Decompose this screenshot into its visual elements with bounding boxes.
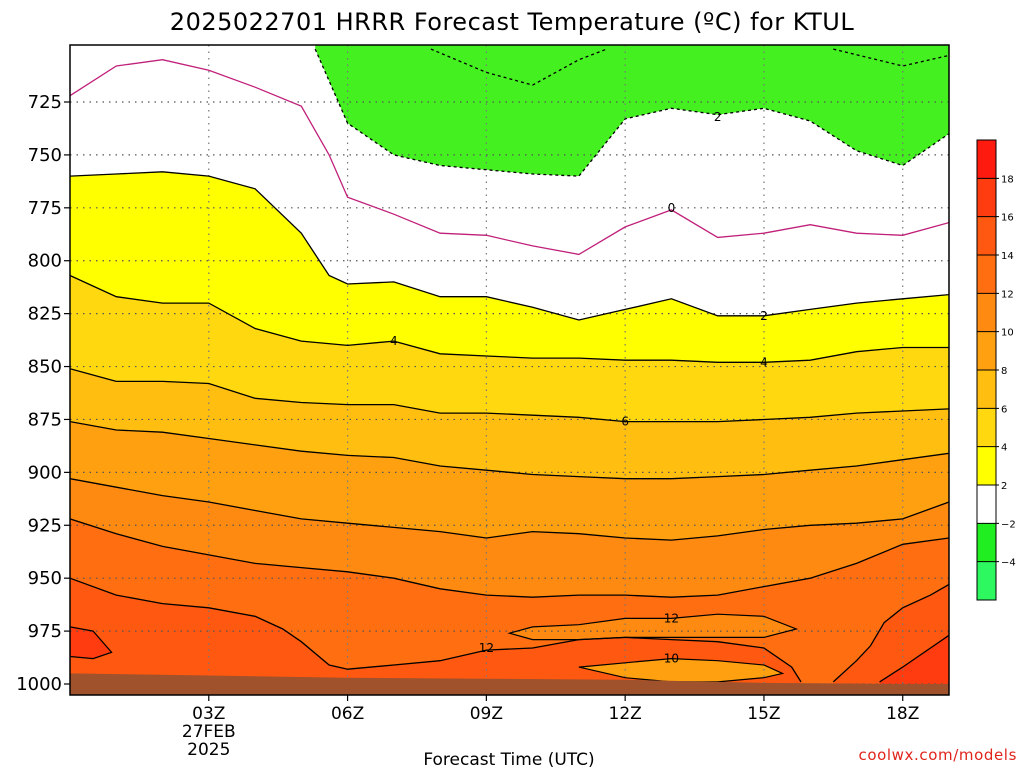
band-white-upper bbox=[70, 45, 949, 320]
contour-label: 4 bbox=[390, 334, 398, 348]
x-tick-label: 12Z bbox=[609, 704, 642, 724]
colorbar-segment bbox=[977, 255, 996, 294]
y-tick-label: 900 bbox=[28, 462, 62, 483]
y-tick-label: 1000 bbox=[16, 674, 62, 695]
y-tick-label: 775 bbox=[28, 198, 62, 219]
y-tick-label: 750 bbox=[28, 145, 62, 166]
colorbar-segment bbox=[977, 485, 996, 524]
contour-label: 10 bbox=[664, 652, 679, 666]
contour-10 bbox=[70, 478, 949, 541]
contour-12 bbox=[70, 518, 949, 598]
contour-8 bbox=[70, 420, 949, 480]
colorbar-segment bbox=[977, 178, 996, 218]
plot-frame bbox=[69, 44, 950, 696]
temperature-contours bbox=[70, 48, 949, 683]
colorbar-tick-label: −4 bbox=[1001, 558, 1016, 569]
colorbar-tick-label: −2 bbox=[1001, 519, 1016, 530]
colorbar-segment bbox=[977, 331, 996, 371]
colorbar-tick-label: 4 bbox=[1001, 443, 1007, 454]
colorbar-segment bbox=[977, 140, 996, 179]
x-tick-label: 03Z bbox=[192, 704, 225, 724]
colorbar-segment bbox=[977, 293, 996, 333]
y-tick-label: 975 bbox=[28, 621, 62, 642]
contour-2 bbox=[70, 171, 949, 321]
x-axis-title: Forecast Time (UTC) bbox=[423, 750, 594, 768]
colorbar-tick-label: 8 bbox=[1001, 366, 1007, 377]
x-date-label: 2025 bbox=[187, 740, 230, 760]
colorbar-tick-label: 18 bbox=[1001, 174, 1014, 185]
y-tick-label: 825 bbox=[28, 304, 62, 325]
colorbar-segment bbox=[977, 446, 996, 486]
contour-label: 2 bbox=[714, 110, 722, 124]
colorbar-segment bbox=[977, 408, 996, 448]
pressure-axis: 725 750 775 800 825 850 875 900 925 950 975 1000 bbox=[16, 92, 70, 695]
y-tick-label: 950 bbox=[28, 568, 62, 589]
y-tick-label: 875 bbox=[28, 409, 62, 430]
colorbar-tick-label: 14 bbox=[1001, 251, 1014, 262]
contour-14 bbox=[70, 577, 802, 683]
contour-0 bbox=[70, 59, 949, 256]
ground-fill bbox=[70, 673, 949, 695]
colorbar-segment bbox=[977, 561, 996, 601]
contour-4 bbox=[70, 274, 949, 363]
contour--2 bbox=[430, 48, 607, 86]
contour-6 bbox=[70, 368, 949, 423]
contour-labels: 2 0 2 4 4 6 12 12 10 bbox=[390, 110, 768, 666]
x-tick-label: 18Z bbox=[886, 704, 919, 724]
temperature-fill-bands bbox=[70, 45, 949, 695]
band-16-plus-left bbox=[70, 626, 112, 659]
contour--2 bbox=[314, 48, 949, 177]
contour-label: 4 bbox=[760, 355, 768, 369]
y-tick-label: 925 bbox=[28, 515, 62, 536]
contour-16 bbox=[879, 634, 949, 683]
pocket-10-to-12 bbox=[509, 614, 797, 640]
grid-lines bbox=[70, 45, 949, 695]
contour-label: 6 bbox=[621, 415, 629, 429]
contour-label: 12 bbox=[664, 611, 679, 625]
contour-label: 0 bbox=[668, 201, 676, 215]
colorbar-tick-label: 6 bbox=[1001, 404, 1007, 415]
band-below-m2 bbox=[315, 45, 949, 177]
contour-16 bbox=[70, 626, 113, 660]
colorbar-tick-label: 2 bbox=[1001, 481, 1007, 492]
contour-12 bbox=[507, 613, 799, 641]
ground-layer bbox=[70, 673, 949, 695]
band-16-plus-right bbox=[879, 635, 949, 695]
colorbar: 18 16 14 12 10 8 6 4 2 −2 −4 bbox=[976, 139, 1016, 601]
colorbar-segment bbox=[977, 370, 996, 409]
chart-title: 2025022701 HRRR Forecast Temperature (ºC… bbox=[170, 8, 855, 36]
x-tick-label: 09Z bbox=[470, 704, 503, 724]
x-tick-label: 15Z bbox=[747, 704, 780, 724]
y-tick-label: 850 bbox=[28, 357, 62, 378]
y-tick-label: 725 bbox=[28, 92, 62, 113]
y-tick-label: 800 bbox=[28, 251, 62, 272]
colorbar-tick-label: 12 bbox=[1001, 289, 1014, 300]
contour-14 bbox=[832, 583, 949, 683]
contour--2 bbox=[833, 48, 949, 67]
contour-label: 2 bbox=[760, 309, 768, 323]
x-tick-label: 06Z bbox=[331, 704, 364, 724]
colorbar-tick-label: 10 bbox=[1001, 328, 1014, 339]
colorbar-tick-label: 16 bbox=[1001, 213, 1014, 224]
colorbar-segment bbox=[977, 216, 996, 256]
x-date-label: 27FEB bbox=[182, 722, 236, 742]
credit-text: coolwx.com/models bbox=[859, 746, 1018, 764]
pocket-8-to-10 bbox=[578, 658, 783, 682]
colorbar-segment bbox=[977, 523, 996, 563]
contour-label: 12 bbox=[479, 641, 494, 655]
